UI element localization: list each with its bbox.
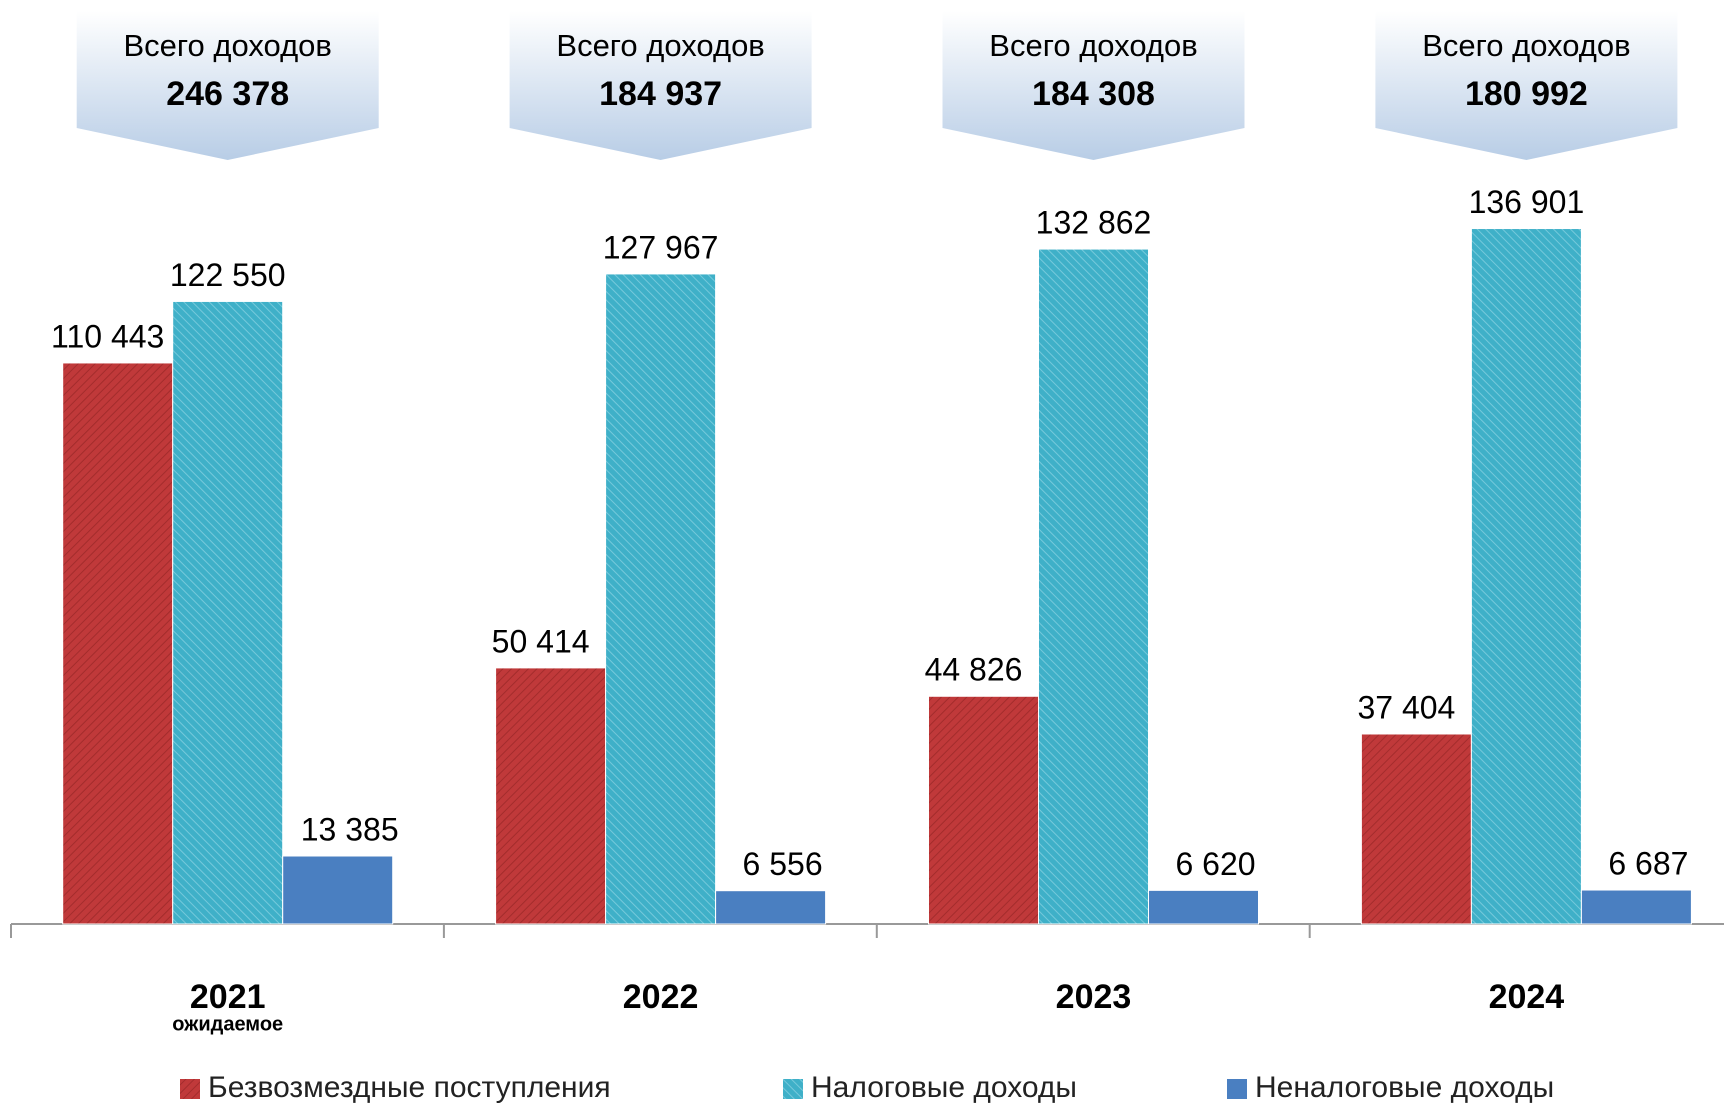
x-tick-label: 2023 — [1056, 978, 1132, 1016]
x-tick-label: 2021 — [190, 978, 266, 1016]
value-label: 13 385 — [301, 811, 399, 847]
total-title: Всего доходов — [1422, 28, 1630, 63]
total-value: 184 937 — [599, 75, 722, 113]
value-label: 6 620 — [1175, 846, 1255, 882]
total-box — [509, 11, 812, 160]
legend-label: Налоговые доходы — [811, 1071, 1077, 1104]
legend-label: Неналоговые доходы — [1255, 1071, 1554, 1104]
value-label: 50 414 — [492, 623, 590, 659]
x-tick-label: 2022 — [623, 978, 699, 1016]
bar — [605, 273, 717, 925]
value-label: 110 443 — [51, 318, 164, 354]
value-label: 6 687 — [1608, 845, 1688, 881]
bar — [1360, 733, 1472, 925]
legend-swatch — [180, 1079, 200, 1099]
bar — [282, 855, 394, 925]
annotation: ожидаемое — [172, 1013, 283, 1035]
bar — [1580, 889, 1692, 925]
bar — [715, 890, 827, 925]
value-label: 136 901 — [1469, 184, 1585, 220]
value-label: 44 826 — [925, 652, 1023, 688]
total-title: Всего доходов — [124, 28, 332, 63]
value-label: 132 862 — [1036, 205, 1152, 241]
x-tick-label: 2024 — [1489, 978, 1565, 1016]
value-label: 127 967 — [603, 229, 719, 265]
bar — [1038, 248, 1149, 925]
total-title: Всего доходов — [989, 28, 1197, 63]
value-label: 37 404 — [1357, 689, 1455, 725]
total-value: 184 308 — [1032, 75, 1155, 113]
bar — [1148, 889, 1259, 925]
legend-label: Безвозмездные поступления — [208, 1071, 611, 1104]
total-title: Всего доходов — [556, 28, 764, 63]
legend-swatch — [783, 1079, 803, 1099]
bar — [172, 300, 284, 925]
value-label: 122 550 — [170, 257, 286, 293]
total-value: 180 992 — [1465, 75, 1588, 113]
bar — [928, 695, 1039, 925]
bar — [62, 362, 174, 925]
value-label: 6 556 — [743, 846, 823, 882]
bar — [1470, 228, 1582, 925]
legend-swatch — [1227, 1079, 1247, 1099]
bar — [495, 667, 607, 925]
total-box — [1375, 11, 1678, 160]
total-box — [76, 11, 379, 160]
total-box — [942, 11, 1245, 160]
total-value: 246 378 — [166, 75, 289, 113]
